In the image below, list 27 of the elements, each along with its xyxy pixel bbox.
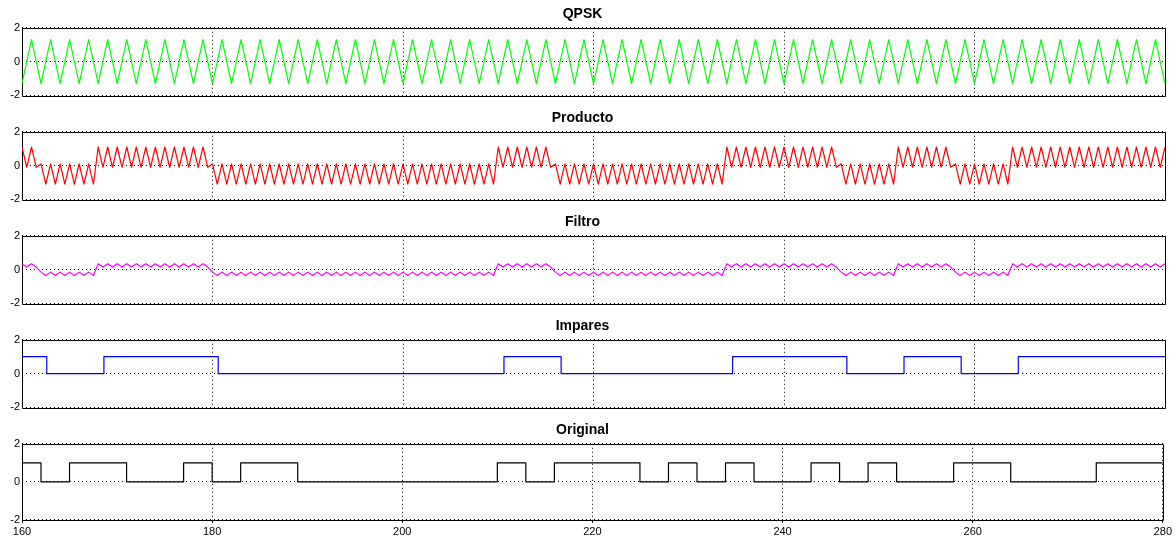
x-tick-label: 200 — [393, 525, 412, 538]
y-tick-label: 2 — [13, 436, 20, 449]
chart-title: Filtro — [565, 213, 600, 230]
x-tick-label: 260 — [963, 525, 982, 538]
x-tick-label: 160 — [12, 525, 32, 538]
chart-title: Impares — [555, 317, 610, 334]
y-tick-label: 0 — [13, 366, 20, 379]
y-tick-label: 2 — [13, 20, 20, 33]
y-tick-label: 2 — [13, 332, 20, 345]
y-tick-label: -2 — [10, 296, 20, 309]
chart-title: Original — [556, 421, 609, 438]
x-tick-label: 220 — [583, 525, 602, 538]
y-tick-label: 0 — [13, 54, 20, 67]
y-tick-label: -2 — [10, 88, 20, 101]
y-tick-label: -2 — [10, 192, 20, 205]
x-tick-label: 180 — [202, 525, 222, 538]
x-tick-label: 240 — [773, 525, 792, 538]
y-tick-label: 0 — [13, 158, 20, 171]
y-tick-label: 2 — [13, 228, 20, 241]
chart-title: QPSK — [562, 5, 603, 22]
y-tick-label: -2 — [10, 512, 20, 525]
y-tick-label: 0 — [13, 262, 20, 275]
y-tick-label: -2 — [10, 400, 20, 413]
x-tick-label: 280 — [1153, 525, 1172, 538]
y-tick-label: 2 — [13, 124, 20, 137]
y-tick-label: 0 — [13, 474, 20, 487]
chart-title: Producto — [551, 109, 614, 126]
